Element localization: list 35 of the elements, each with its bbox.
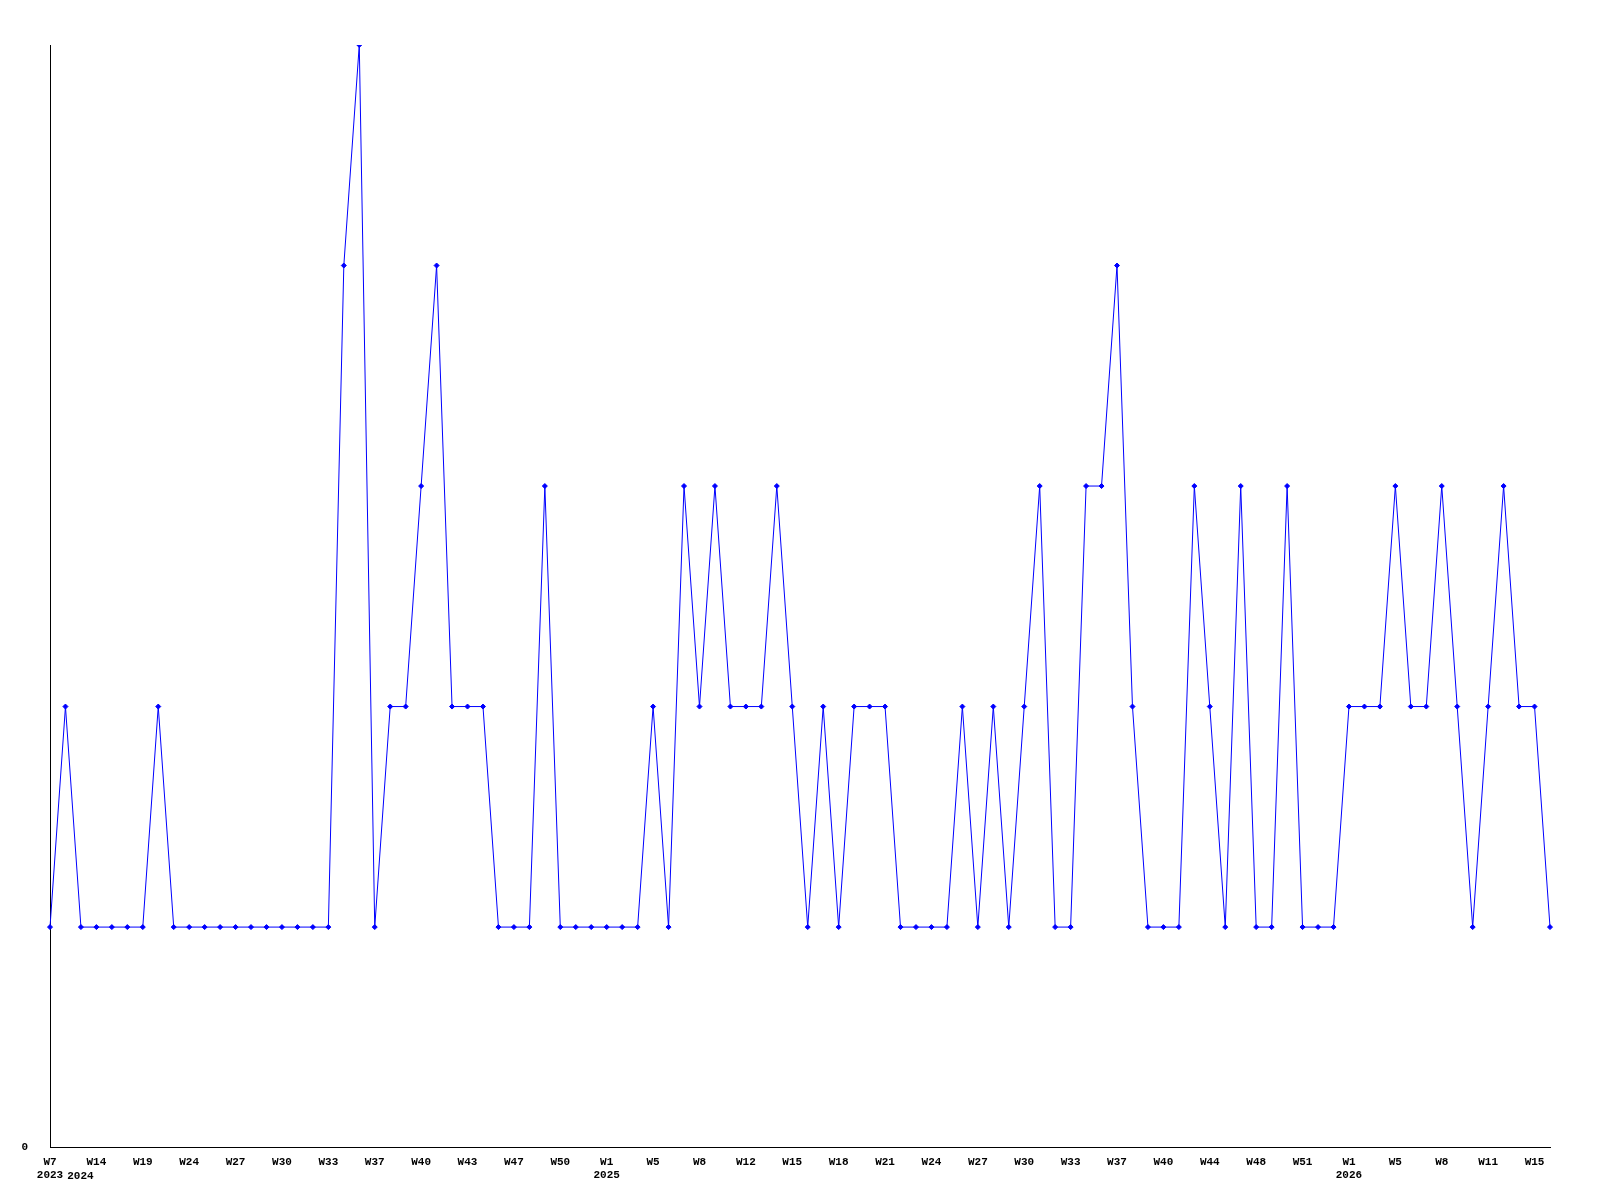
x-tick-label: W14 xyxy=(86,1155,107,1168)
text: 0 xyxy=(21,1141,28,1154)
x-tick-label: W24 xyxy=(179,1155,200,1168)
x-tick-label: W8 xyxy=(692,1155,707,1168)
x-tick-label: W8 xyxy=(1435,1155,1449,1168)
x-tick-label: W18 xyxy=(828,1155,849,1168)
x-tick-label: W1 2025 xyxy=(593,1155,621,1182)
x-tick-label: W37 xyxy=(1107,1155,1127,1168)
x-tick-label: W7 2023 xyxy=(36,1155,64,1182)
x-tick-label: W43 xyxy=(457,1155,478,1168)
x-tick-label: W50 xyxy=(550,1155,571,1168)
x-tick-label: W40 xyxy=(411,1155,432,1168)
x-tick-label: W15 xyxy=(782,1155,803,1168)
x-tick-label: W21 xyxy=(875,1155,896,1168)
x-tick-label: W1 2026 xyxy=(1335,1155,1363,1182)
x-tick-label: W48 xyxy=(1246,1155,1267,1168)
x-tick-label: W47 xyxy=(504,1155,524,1168)
x-tick-label: W40 xyxy=(1153,1155,1174,1168)
x-tick-label: W27 xyxy=(967,1155,988,1168)
text: 2024 xyxy=(67,1169,95,1182)
x-tick-label: W51 xyxy=(1292,1155,1313,1168)
x-tick-label: W33 xyxy=(318,1155,339,1168)
x-tick-label: W30 xyxy=(1014,1155,1035,1168)
x-tick-label: W5 xyxy=(1388,1155,1403,1168)
x-tick-label: W5 xyxy=(646,1155,661,1168)
x-tick-label: W15 xyxy=(1524,1155,1545,1168)
x-tick-label: W44 xyxy=(1199,1155,1221,1168)
x-tick-label: W37 xyxy=(364,1155,385,1168)
x-tick-label: W30 xyxy=(272,1155,292,1168)
x-tick-label: W27 xyxy=(225,1155,246,1168)
x-tick-label: W12 xyxy=(735,1155,756,1168)
x-tick-label: W11 xyxy=(1478,1155,1499,1168)
x-tick-label: W24 xyxy=(921,1155,942,1168)
x-tick-label: W19 xyxy=(132,1155,153,1168)
x-tick-label: W33 xyxy=(1060,1155,1081,1168)
